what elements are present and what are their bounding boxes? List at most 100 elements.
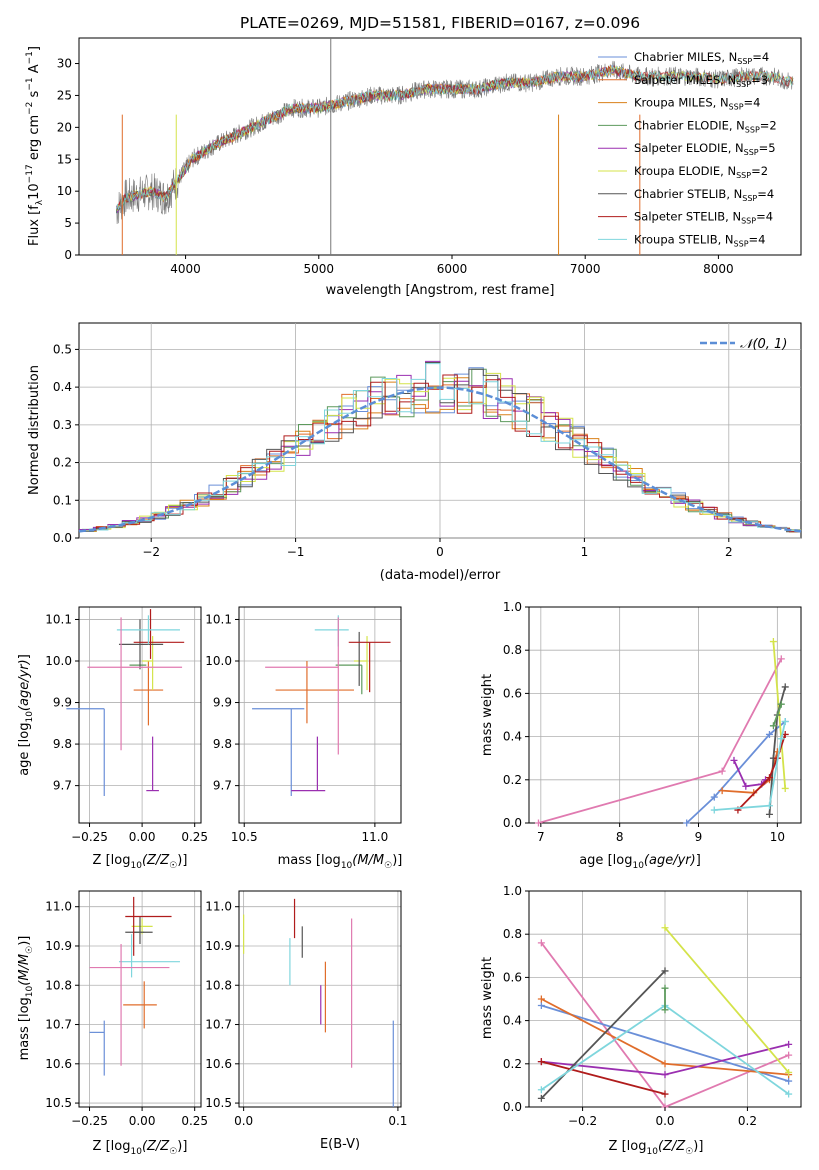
- x-tick-label: 1: [581, 545, 589, 559]
- small-axis-labels: Z [log10(Z/Z☉)] age [log10(age/yr)] mass…: [17, 654, 703, 1157]
- panel-frame: [238, 890, 402, 1108]
- y-tick-label: 0.0: [503, 1100, 522, 1114]
- weight-marker: [777, 735, 785, 743]
- parameter-panels: −0.25 0.00 0.25 9.7 9.8 9.9 10.0 10.1 10.5 11.0 9.…: [45, 600, 802, 1128]
- weight-marker: [710, 806, 718, 814]
- legend-label: Kroupa ELODIE, NSSP=2: [634, 164, 768, 180]
- age-Z-xlabel: Z [log10(Z/Z☉)]: [93, 853, 188, 871]
- legend-label: Salpeter ELODIE, NSSP=5: [634, 141, 776, 157]
- y-tick-label: 9.9: [213, 696, 232, 710]
- y-tick-label: 10.0: [205, 654, 232, 668]
- residual-ticks: −2 −1 0 1 2 0.0 0.1 0.2 0.3 0.4 0.5: [53, 342, 733, 559]
- weight-marker: [718, 767, 726, 775]
- y-tick-label: 0.8: [503, 643, 522, 657]
- x-tick-label: 5000: [304, 262, 335, 276]
- weight-marker: [742, 782, 750, 790]
- legend-label: Kroupa STELIB, NSSP=4: [634, 232, 765, 248]
- weight-marker: [683, 819, 691, 827]
- y-tick-label: 0.4: [53, 380, 72, 394]
- spectrum-lines: [115, 38, 794, 255]
- x-tick-label: 0.1: [388, 1114, 407, 1128]
- histogram-series: [81, 374, 801, 532]
- x-tick-label: 0.2: [738, 1114, 757, 1128]
- weight-marker: [785, 1040, 793, 1048]
- model-spectrum-line: [115, 64, 794, 210]
- y-tick-label: 9.8: [213, 737, 232, 751]
- y-tick-label: 15: [57, 152, 72, 166]
- y-tick-label: 0.0: [53, 531, 72, 545]
- weight-marker: [765, 810, 773, 818]
- y-tick-label: 0.2: [503, 1057, 522, 1071]
- x-tick-label: −0.25: [71, 1114, 108, 1128]
- model-spectrum-line: [115, 64, 641, 214]
- y-tick-label: 0.2: [53, 456, 72, 470]
- model-spectrum-line: [115, 67, 641, 214]
- weight-marker: [781, 784, 789, 792]
- y-tick-label: 5: [64, 216, 72, 230]
- x-tick-label: 6000: [437, 262, 468, 276]
- y-tick-label: 9.7: [53, 779, 72, 793]
- weight-series-line: [714, 721, 787, 811]
- y-tick-label: 20: [57, 120, 72, 134]
- weight-marker: [661, 1006, 669, 1014]
- y-tick-label: 11.0: [205, 900, 232, 914]
- gaussian-curve: [78, 386, 802, 533]
- y-tick-label: 9.8: [53, 737, 72, 751]
- residual-histograms: [78, 360, 802, 533]
- weight-series-line: [733, 760, 767, 788]
- weight-marker: [537, 1058, 545, 1066]
- x-tick-label: 8: [616, 830, 624, 844]
- spectrum-ticks: 4000 5000 6000 7000 8000 0 5 10 15 20 25 30: [57, 57, 734, 276]
- y-tick-label: 1.0: [503, 600, 522, 614]
- spectrum-ylabel: Flux [fλ10−17 erg cm−2 s−1 A−1]: [25, 46, 45, 246]
- age-Z-ylabel: age [log10(age/yr)]: [17, 654, 35, 776]
- y-tick-label: 9.9: [53, 696, 72, 710]
- spectrum-frame: [78, 37, 802, 256]
- legend-label: Kroupa MILES, NSSP=4: [634, 96, 760, 112]
- weight-series-line: [686, 720, 786, 824]
- y-tick-label: 10.6: [205, 1057, 232, 1071]
- weight-marker: [730, 756, 738, 764]
- model-spectrum-line: [115, 65, 641, 212]
- y-tick-label: 11.0: [45, 900, 72, 914]
- legend-label: Salpeter MILES, NSSP=3: [634, 73, 768, 89]
- y-tick-label: 0.3: [53, 418, 72, 432]
- weight-series-line: [737, 734, 787, 811]
- x-tick-label: 2: [725, 545, 733, 559]
- y-tick-label: 10.9: [45, 939, 72, 953]
- weight-marker: [765, 802, 773, 810]
- mass-vs-Z-panel: −0.25 0.00 0.25 10.5 10.6 10.7 10.8 10.9 11.0: [45, 890, 208, 1128]
- residual-panel: −2 −1 0 1 2 0.0 0.1 0.2 0.3 0.4 0.5 𝒩(0, 1) (data-…: [27, 322, 802, 583]
- y-tick-label: 10.1: [45, 612, 72, 626]
- y-tick-label: 10.7: [45, 1018, 72, 1032]
- histogram-series: [79, 363, 801, 532]
- panel-frame: [78, 606, 202, 824]
- weight-marker: [718, 787, 726, 795]
- histogram-series: [79, 377, 801, 532]
- x-tick-label: −0.2: [568, 1114, 597, 1128]
- histogram-series: [81, 372, 801, 532]
- weight-marker: [765, 774, 773, 782]
- panel-frame: [528, 606, 802, 824]
- y-tick-label: 10.7: [205, 1018, 232, 1032]
- x-tick-label: 9: [695, 830, 703, 844]
- gaussian-legend-label: 𝒩(0, 1): [740, 337, 787, 352]
- spectrum-legend: Chabrier MILES, NSSP=4 Salpeter MILES, NS…: [598, 50, 777, 248]
- mass-ebv-xlabel: E(B-V): [320, 1137, 360, 1152]
- y-tick-label: 10.6: [45, 1057, 72, 1071]
- y-tick-label: 0.4: [503, 1014, 522, 1028]
- legend-label: Chabrier MILES, NSSP=4: [634, 50, 769, 66]
- weight-series-line: [541, 1060, 666, 1095]
- weight-age-xlabel: age [log10(age/yr)]: [579, 853, 701, 871]
- weight-marker: [710, 793, 718, 801]
- mass-Z-xlabel: Z [log10(Z/Z☉)]: [93, 1139, 188, 1157]
- x-tick-label: 7000: [570, 262, 601, 276]
- weight-marker: [769, 638, 777, 646]
- spectrum-xlabel: wavelength [Angstrom, rest frame]: [326, 283, 555, 298]
- spectrum-panel: 4000 5000 6000 7000 8000 0 5 10 15 20 25 30 Chabrie…: [25, 37, 802, 298]
- y-tick-label: 0.4: [503, 730, 522, 744]
- weight-marker: [661, 1060, 669, 1068]
- x-tick-label: 8000: [703, 262, 734, 276]
- weight-vs-age-panel: 7 8 9 10 0.0 0.2 0.4 0.6 0.8 1.0: [503, 600, 802, 844]
